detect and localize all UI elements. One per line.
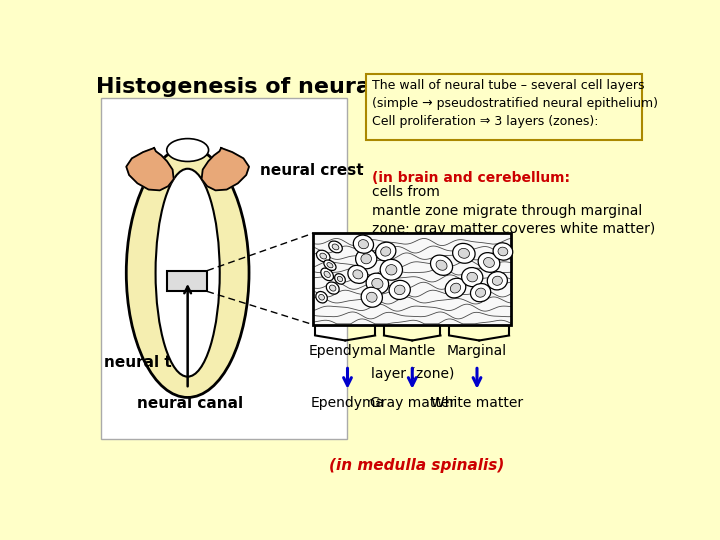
Ellipse shape xyxy=(329,241,342,253)
Ellipse shape xyxy=(348,265,368,284)
Ellipse shape xyxy=(380,259,402,280)
Text: The wall of neural tube – several cell layers
(simple → pseudostratified neural : The wall of neural tube – several cell l… xyxy=(372,79,658,129)
Ellipse shape xyxy=(324,260,336,271)
Ellipse shape xyxy=(487,272,508,290)
Ellipse shape xyxy=(361,287,382,307)
Bar xyxy=(313,233,511,325)
Text: Ependyma: Ependyma xyxy=(310,396,384,410)
Ellipse shape xyxy=(354,235,374,253)
Bar xyxy=(101,98,347,439)
Text: layer (zone): layer (zone) xyxy=(371,367,454,381)
Polygon shape xyxy=(202,148,249,191)
Ellipse shape xyxy=(167,139,209,161)
Text: Mantle: Mantle xyxy=(389,344,436,358)
Text: White matter: White matter xyxy=(431,396,523,410)
Ellipse shape xyxy=(316,292,328,303)
Ellipse shape xyxy=(330,285,336,291)
Ellipse shape xyxy=(475,288,486,297)
Ellipse shape xyxy=(326,282,339,294)
Ellipse shape xyxy=(366,292,377,302)
Ellipse shape xyxy=(321,268,333,281)
Ellipse shape xyxy=(324,271,330,278)
Text: neural tube: neural tube xyxy=(104,355,204,369)
Polygon shape xyxy=(126,148,174,191)
Ellipse shape xyxy=(366,273,389,294)
Ellipse shape xyxy=(462,267,483,287)
Ellipse shape xyxy=(156,168,220,377)
Ellipse shape xyxy=(450,283,461,293)
Ellipse shape xyxy=(445,278,466,298)
Ellipse shape xyxy=(395,285,405,295)
Ellipse shape xyxy=(381,247,391,256)
Ellipse shape xyxy=(320,253,327,259)
Text: Marginal: Marginal xyxy=(447,344,507,358)
Ellipse shape xyxy=(458,248,469,258)
Ellipse shape xyxy=(492,276,503,285)
Ellipse shape xyxy=(484,258,495,267)
Ellipse shape xyxy=(376,242,396,261)
Ellipse shape xyxy=(359,240,369,249)
Ellipse shape xyxy=(319,294,325,300)
Ellipse shape xyxy=(337,276,343,281)
Ellipse shape xyxy=(126,148,249,397)
Ellipse shape xyxy=(361,254,372,264)
Text: neural canal: neural canal xyxy=(138,396,243,411)
Ellipse shape xyxy=(478,253,500,272)
Text: Ependymal: Ependymal xyxy=(308,344,387,358)
Ellipse shape xyxy=(327,262,333,268)
Ellipse shape xyxy=(332,244,339,250)
Ellipse shape xyxy=(356,249,377,269)
Ellipse shape xyxy=(386,265,397,275)
Ellipse shape xyxy=(498,247,508,256)
Text: cells from
mantle zone migrate through marginal
zone; gray matter coveres white : cells from mantle zone migrate through m… xyxy=(372,185,655,236)
Ellipse shape xyxy=(470,284,491,302)
Ellipse shape xyxy=(372,278,383,289)
Text: neural crest: neural crest xyxy=(260,163,364,178)
Text: (in medulla spinalis): (in medulla spinalis) xyxy=(329,458,504,472)
FancyBboxPatch shape xyxy=(366,74,642,140)
Ellipse shape xyxy=(493,243,513,260)
Text: Gray matter: Gray matter xyxy=(369,396,455,410)
Text: (in brain and cerebellum:: (in brain and cerebellum: xyxy=(372,171,570,185)
Ellipse shape xyxy=(317,250,330,262)
Text: Histogenesis of neural tube: Histogenesis of neural tube xyxy=(96,77,444,97)
Ellipse shape xyxy=(431,255,453,275)
Ellipse shape xyxy=(453,244,475,264)
Ellipse shape xyxy=(389,280,410,300)
Ellipse shape xyxy=(467,272,477,282)
Ellipse shape xyxy=(436,260,447,271)
Bar xyxy=(167,271,207,292)
Ellipse shape xyxy=(353,270,363,279)
Ellipse shape xyxy=(335,274,346,284)
